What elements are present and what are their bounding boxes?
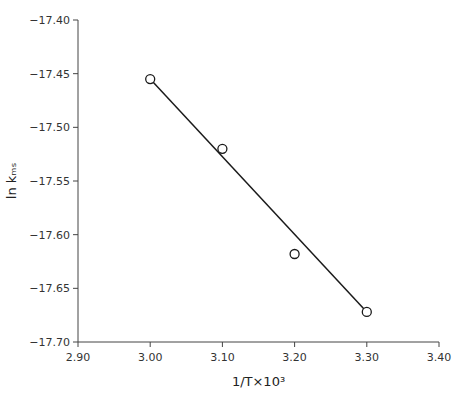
- data-point: [290, 249, 299, 258]
- x-tick-label: 2.90: [66, 351, 91, 364]
- y-tick-label: −17.60: [29, 229, 70, 242]
- y-tick-label: −17.50: [29, 121, 70, 134]
- y-tick: [73, 127, 78, 128]
- plot-area: [146, 75, 372, 317]
- y-tick-label: −17.65: [29, 282, 70, 295]
- y-tick: [73, 181, 78, 182]
- x-axis-label: 1/T×10³: [232, 374, 285, 389]
- x-tick-label: 3.10: [210, 351, 235, 364]
- y-tick: [73, 20, 78, 21]
- y-tick: [73, 234, 78, 235]
- x-axis-line: [78, 342, 439, 343]
- x-tick-label: 3.40: [427, 351, 452, 364]
- y-tick-label: −17.45: [29, 68, 70, 81]
- x-tick: [78, 342, 79, 347]
- y-tick: [73, 73, 78, 74]
- y-tick-label: −17.55: [29, 175, 70, 188]
- x-tick: [294, 342, 295, 347]
- chart-container: 2.90 3.00 3.10 3.20 3.30 3.40 −17.70 −17.65 −17.…: [0, 0, 463, 398]
- y-axis-label: ln kₘₛ: [4, 163, 19, 200]
- data-point: [146, 75, 155, 84]
- x-tick-label: 3.20: [282, 351, 307, 364]
- x-tick-label: 3.30: [355, 351, 380, 364]
- x-tick: [366, 342, 367, 347]
- x-tick: [150, 342, 151, 347]
- y-tick: [73, 288, 78, 289]
- x-tick-label: 3.00: [138, 351, 163, 364]
- data-point: [362, 307, 371, 316]
- y-tick-label: −17.70: [29, 336, 70, 349]
- data-point: [218, 144, 227, 153]
- y-tick-label: −17.40: [29, 14, 70, 27]
- chart: 2.90 3.00 3.10 3.20 3.30 3.40 −17.70 −17.65 −17.…: [0, 0, 463, 398]
- x-tick: [439, 342, 440, 347]
- y-tick: [73, 342, 78, 343]
- x-tick: [222, 342, 223, 347]
- trend-line: [150, 79, 367, 312]
